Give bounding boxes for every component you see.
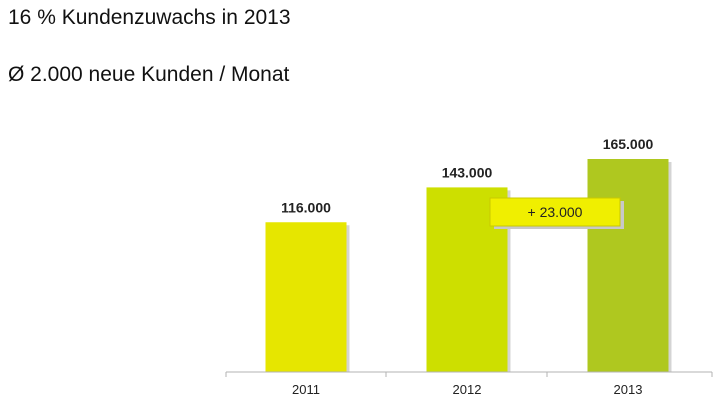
headline-average-new-customers: Ø 2.000 neue Kunden / Monat	[8, 63, 290, 86]
x-axis-ticks	[225, 372, 713, 377]
callout-text: + 23.000	[528, 204, 583, 220]
bar-2013	[587, 159, 669, 372]
difference-callout: + 23.000	[489, 197, 624, 229]
callout-box	[489, 197, 621, 227]
headline-growth: 16 % Kundenzuwachs in 2013	[8, 6, 291, 29]
x-axis-tick-labels: 2011 2012 2013	[292, 382, 642, 397]
data-labels: 116.000 143.000 165.000	[281, 136, 653, 215]
bar-2011	[265, 222, 347, 372]
data-label-2011: 116.000	[281, 199, 331, 215]
bars	[265, 159, 669, 372]
tick-label-2011: 2011	[292, 382, 320, 397]
data-label-2013: 165.000	[603, 136, 654, 152]
tick-label-2012: 2012	[453, 382, 482, 397]
tick-label-2013: 2013	[614, 382, 643, 397]
data-label-2012: 143.000	[442, 164, 493, 180]
